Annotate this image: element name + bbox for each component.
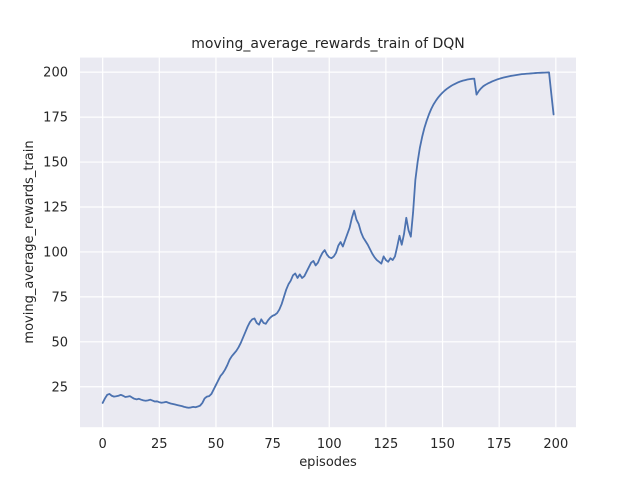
y-tick-label: 200 (43, 66, 68, 81)
x-tick-label: 200 (543, 437, 568, 452)
plot-area (80, 57, 576, 428)
y-tick-label: 50 (51, 335, 68, 350)
x-tick-label: 100 (317, 437, 342, 452)
y-tick-label: 175 (43, 111, 68, 126)
grid-layer (80, 57, 576, 428)
x-tick-label: 125 (373, 437, 398, 452)
line-layer (101, 71, 555, 409)
y-tick-label: 25 (51, 380, 68, 395)
y-axis-label: moving_average_rewards_train (22, 140, 37, 343)
x-axis-label: episodes (299, 455, 357, 470)
x-tick-label: 25 (151, 437, 168, 452)
tick-layer: 0 25 50 75 100 125 150 175 200 25 50 75 100 125 150 175… (43, 66, 568, 452)
x-tick-label: 150 (430, 437, 455, 452)
y-tick-label: 100 (43, 245, 68, 260)
y-tick-label: 125 (43, 200, 68, 215)
x-tick-label: 75 (264, 437, 281, 452)
x-tick-label: 50 (208, 437, 225, 452)
chart-title: moving_average_rewards_train of DQN (191, 36, 465, 52)
y-tick-label: 75 (51, 290, 68, 305)
series-line-dqn (101, 71, 555, 409)
x-tick-label: 175 (487, 437, 512, 452)
y-tick-label: 150 (43, 156, 68, 171)
x-tick-label: 0 (99, 437, 107, 452)
